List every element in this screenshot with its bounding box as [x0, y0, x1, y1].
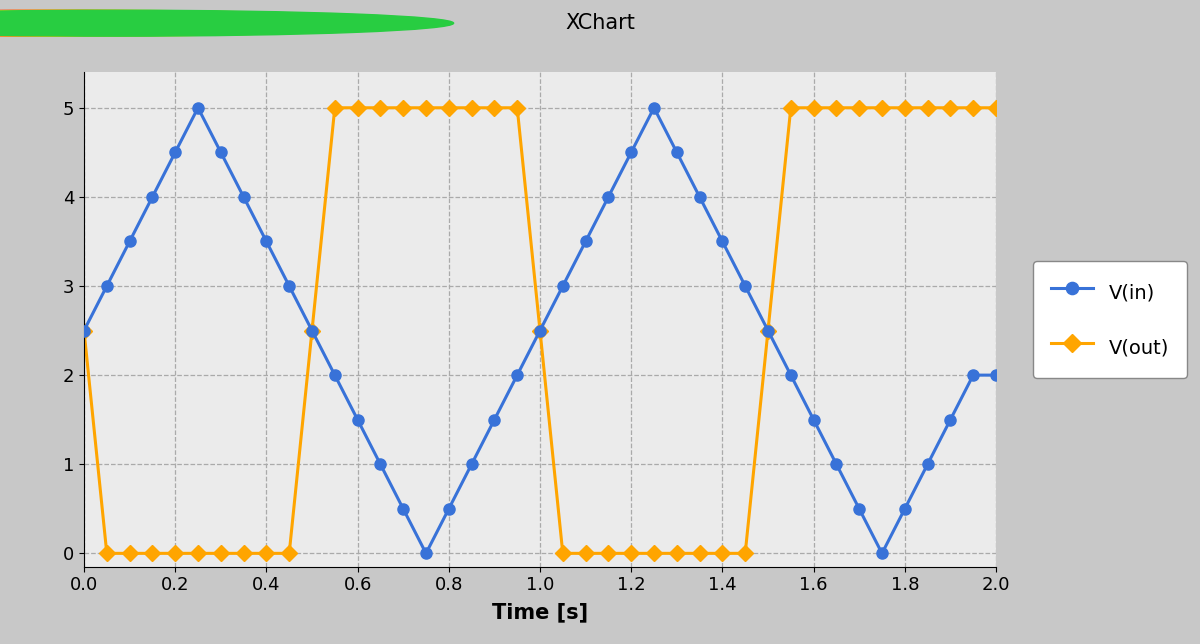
V(in)	[784, 371, 798, 379]
V(in)	[442, 505, 456, 513]
V(out)	[305, 327, 319, 334]
V(in)	[989, 371, 1003, 379]
Line: V(out): V(out)	[78, 102, 1002, 559]
V(out)	[806, 104, 821, 111]
V(in)	[578, 238, 593, 245]
V(out)	[738, 549, 752, 557]
V(in)	[77, 327, 91, 334]
V(out)	[145, 549, 160, 557]
Circle shape	[0, 10, 454, 36]
X-axis label: Time [s]: Time [s]	[492, 603, 588, 623]
V(out)	[920, 104, 935, 111]
V(out)	[328, 104, 342, 111]
V(in)	[647, 104, 661, 111]
V(out)	[875, 104, 889, 111]
V(in)	[966, 371, 980, 379]
Text: XChart: XChart	[565, 13, 635, 33]
V(in)	[305, 327, 319, 334]
V(in)	[100, 282, 114, 290]
V(in)	[510, 371, 524, 379]
V(out)	[487, 104, 502, 111]
V(in)	[761, 327, 775, 334]
V(in)	[556, 282, 570, 290]
V(out)	[373, 104, 388, 111]
V(out)	[214, 549, 228, 557]
Legend: V(in), V(out): V(in), V(out)	[1033, 261, 1187, 378]
V(out)	[122, 549, 137, 557]
V(out)	[100, 549, 114, 557]
V(out)	[966, 104, 980, 111]
V(out)	[898, 104, 912, 111]
V(out)	[943, 104, 958, 111]
V(out)	[442, 104, 456, 111]
V(out)	[852, 104, 866, 111]
V(out)	[692, 549, 707, 557]
V(in)	[419, 549, 433, 557]
V(out)	[761, 327, 775, 334]
V(out)	[236, 549, 251, 557]
V(out)	[350, 104, 365, 111]
V(in)	[898, 505, 912, 513]
V(in)	[829, 460, 844, 468]
V(out)	[282, 549, 296, 557]
V(in)	[145, 193, 160, 201]
V(in)	[875, 549, 889, 557]
V(out)	[670, 549, 684, 557]
Line: V(in): V(in)	[78, 102, 1002, 559]
V(in)	[282, 282, 296, 290]
V(in)	[350, 416, 365, 424]
V(out)	[989, 104, 1003, 111]
V(out)	[556, 549, 570, 557]
V(out)	[601, 549, 616, 557]
V(in)	[259, 238, 274, 245]
V(in)	[920, 460, 935, 468]
V(out)	[647, 549, 661, 557]
V(out)	[533, 327, 547, 334]
V(out)	[578, 549, 593, 557]
V(in)	[738, 282, 752, 290]
V(in)	[624, 149, 638, 156]
Circle shape	[0, 10, 382, 36]
V(out)	[784, 104, 798, 111]
V(in)	[328, 371, 342, 379]
V(out)	[396, 104, 410, 111]
V(out)	[464, 104, 479, 111]
V(out)	[259, 549, 274, 557]
V(out)	[419, 104, 433, 111]
Circle shape	[0, 10, 418, 36]
V(in)	[191, 104, 205, 111]
V(in)	[943, 416, 958, 424]
V(in)	[715, 238, 730, 245]
V(in)	[852, 505, 866, 513]
V(in)	[168, 149, 182, 156]
V(in)	[236, 193, 251, 201]
V(out)	[624, 549, 638, 557]
V(in)	[487, 416, 502, 424]
V(in)	[670, 149, 684, 156]
V(in)	[214, 149, 228, 156]
V(in)	[692, 193, 707, 201]
V(out)	[510, 104, 524, 111]
V(in)	[122, 238, 137, 245]
V(out)	[77, 327, 91, 334]
V(in)	[601, 193, 616, 201]
V(in)	[373, 460, 388, 468]
V(in)	[533, 327, 547, 334]
V(out)	[829, 104, 844, 111]
V(out)	[168, 549, 182, 557]
V(out)	[715, 549, 730, 557]
V(in)	[396, 505, 410, 513]
V(out)	[191, 549, 205, 557]
V(in)	[464, 460, 479, 468]
V(in)	[806, 416, 821, 424]
